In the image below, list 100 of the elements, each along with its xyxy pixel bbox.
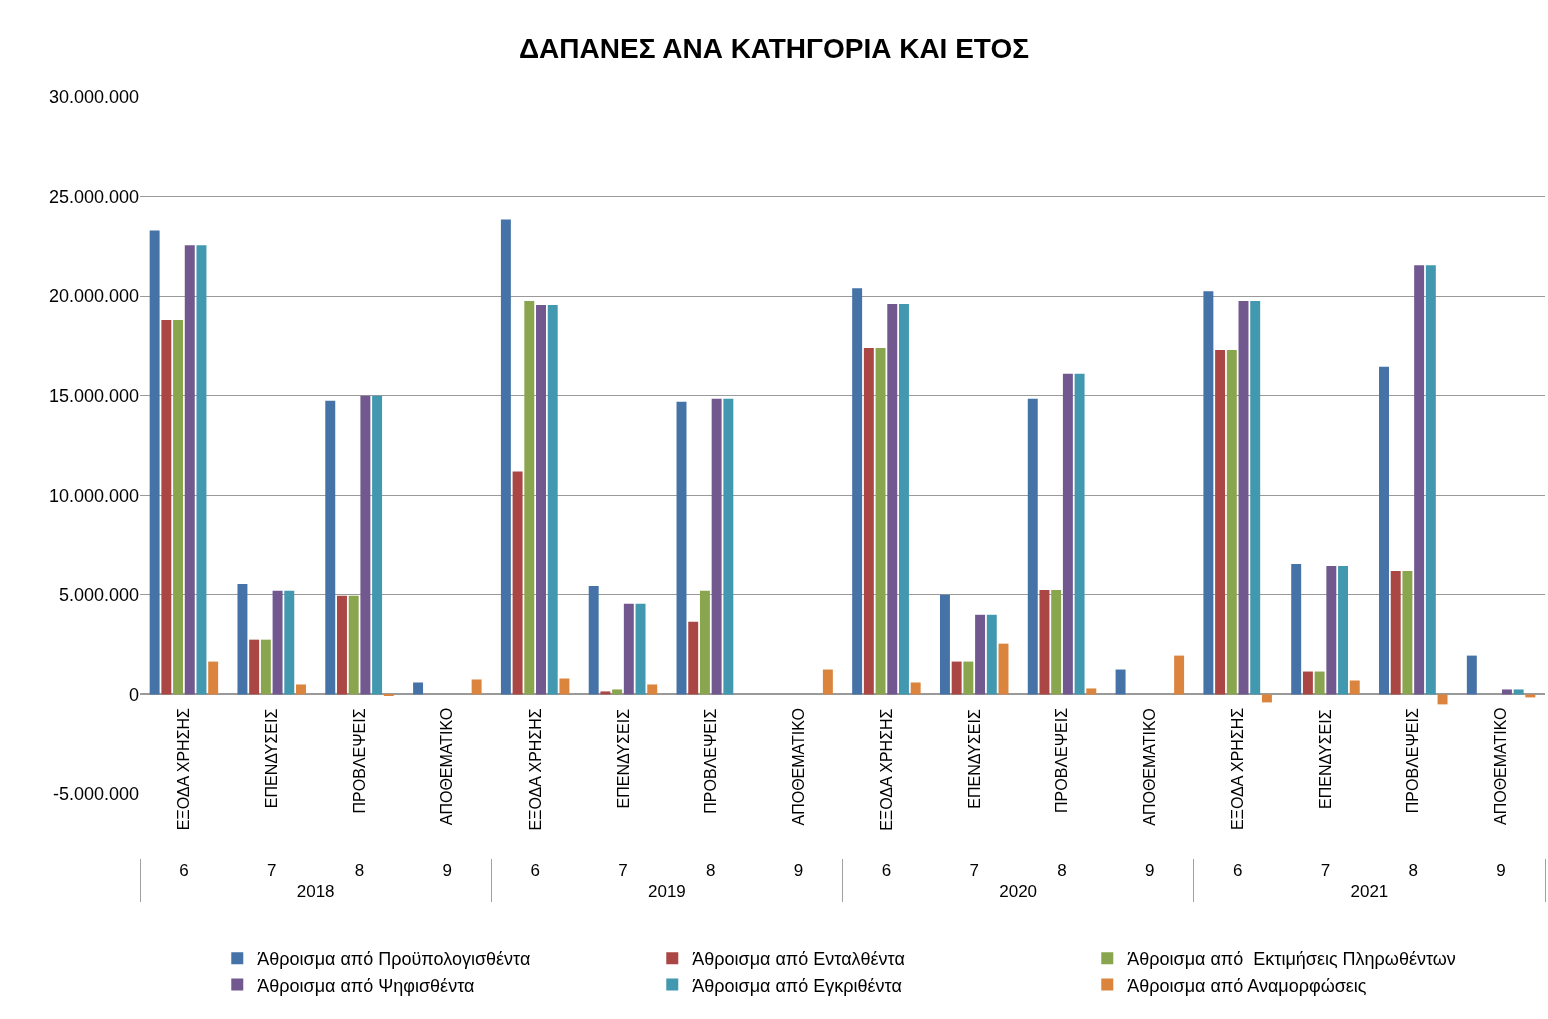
bar	[1414, 265, 1425, 695]
chart-title: ΔΑΠΑΝΕΣ ΑΝΑ ΚΑΤΗΓΟΡΙΑ ΚΑΙ ΕΤΟΣ	[518, 32, 1030, 64]
bar	[161, 320, 172, 695]
bar	[612, 689, 623, 695]
bar	[1314, 671, 1325, 695]
category-label: 6	[530, 861, 540, 880]
text: 2021	[1350, 882, 1389, 901]
category-label: ΑΠΟΘΕΜΑΤΙΚΟ	[789, 708, 807, 826]
bar	[196, 245, 207, 695]
bar	[852, 288, 863, 695]
category-label: ΠΡΟΒΛΕΨΕΙΣ	[1053, 707, 1071, 813]
bar	[325, 400, 336, 695]
bar	[1261, 694, 1272, 703]
category-label: ΠΡΟΒΛΕΨΕΙΣ	[701, 708, 719, 814]
y-tick-label: 5.000.000	[58, 585, 139, 606]
y-tick-label: 15.000.000	[48, 386, 139, 407]
bar	[676, 401, 687, 695]
bar	[1215, 349, 1226, 695]
bar	[1338, 565, 1349, 695]
category-label: ΕΞΟΔΑ ΧΡΗΣΗΣ	[175, 708, 193, 831]
category-label: ΠΡΟΒΛΕΨΕΙΣ	[1404, 708, 1422, 814]
bar	[413, 682, 424, 695]
bar	[284, 590, 295, 695]
category-label: 6	[179, 861, 189, 880]
bar	[360, 395, 371, 695]
legend-label: Άθροισμα από Ψηφισθέντα	[257, 975, 475, 996]
category-label: 8	[1408, 861, 1419, 880]
bar	[975, 614, 986, 695]
category-label: ΑΠΟΘΕΜΑΤΙΚΟ	[1140, 708, 1158, 826]
legend-label: Άθροισμα από Ενταλθέντα	[692, 949, 905, 970]
bar	[348, 595, 359, 695]
bar	[1513, 689, 1524, 695]
bar	[1402, 570, 1413, 695]
bar	[1302, 671, 1313, 695]
bar	[184, 245, 195, 695]
bar	[208, 661, 219, 695]
category-label: 8	[706, 861, 716, 880]
bar	[1525, 694, 1536, 698]
text: 2019	[647, 882, 686, 901]
bar	[547, 305, 558, 695]
bar	[699, 590, 710, 695]
bar	[1425, 265, 1436, 695]
bar	[1086, 688, 1097, 695]
bar	[1379, 366, 1389, 695]
bar	[1062, 373, 1073, 695]
y-tick-label: 20.000.000	[48, 286, 139, 307]
category-label: 9	[793, 861, 804, 880]
category-label: 6	[1232, 861, 1243, 880]
category-label: 7	[618, 861, 628, 880]
category-label: ΑΠΟΘΕΜΑΤΙΚΟ	[1492, 707, 1510, 826]
bar	[559, 678, 570, 695]
y-tick-label: -5.000.000	[52, 784, 139, 805]
bar	[336, 595, 347, 695]
bar	[1250, 301, 1261, 695]
bar	[1349, 680, 1360, 695]
bar	[875, 347, 886, 695]
bar	[536, 305, 546, 695]
category-label: ΕΞΟΔΑ ΧΡΗΣΗΣ	[877, 708, 895, 831]
bar	[471, 679, 482, 695]
y-tick-label: 10.000.000	[48, 485, 139, 506]
category-label: ΕΠΕΝΔΥΣΕΙΣ	[614, 708, 632, 809]
bar	[863, 347, 874, 695]
bar	[1390, 570, 1401, 695]
bar	[910, 682, 921, 695]
bar	[887, 304, 898, 695]
bar	[296, 684, 306, 695]
bar	[723, 398, 734, 695]
y-tick-label: 0	[128, 684, 139, 705]
bar	[623, 603, 634, 695]
category-label: 7	[969, 861, 979, 880]
category-label: 9	[1496, 861, 1506, 880]
category-label: ΕΞΟΔΑ ΧΡΗΣΗΣ	[526, 708, 544, 831]
category-label: 6	[881, 861, 892, 880]
bar	[1501, 689, 1512, 695]
legend-label: Άθροισμα από Εγκριθέντα	[692, 975, 902, 996]
bar	[939, 594, 950, 695]
bar	[898, 304, 909, 695]
text: 2020	[999, 882, 1038, 901]
category-label: ΕΠΕΝΔΥΣΕΙΣ	[263, 708, 281, 809]
bar	[951, 661, 962, 695]
category-label: ΕΠΕΝΔΥΣΕΙΣ	[1317, 709, 1335, 809]
bar	[1074, 373, 1085, 695]
bar	[688, 621, 699, 695]
bar	[1466, 655, 1477, 695]
bar	[272, 590, 283, 695]
category-label: ΕΠΕΝΔΥΣΕΙΣ	[965, 709, 983, 809]
bar	[1226, 349, 1237, 695]
category-label: 8	[354, 861, 365, 880]
category-label: ΕΞΟΔΑ ΧΡΗΣΗΣ	[1229, 707, 1247, 831]
y-tick-label: 25.000.000	[48, 186, 139, 207]
bar	[635, 603, 646, 695]
bar	[1051, 589, 1062, 695]
bar	[249, 639, 260, 695]
text: 2018	[296, 882, 335, 901]
bar	[1203, 291, 1214, 695]
category-label: 9	[442, 861, 453, 880]
legend-label: Άθροισμα από Αναμορφώσεις	[1127, 975, 1367, 996]
bar	[512, 471, 523, 695]
bar	[1039, 589, 1050, 695]
legend-label: Άθροισμα από Εκτιμήσεις Πληρωθέντων	[1127, 949, 1456, 970]
